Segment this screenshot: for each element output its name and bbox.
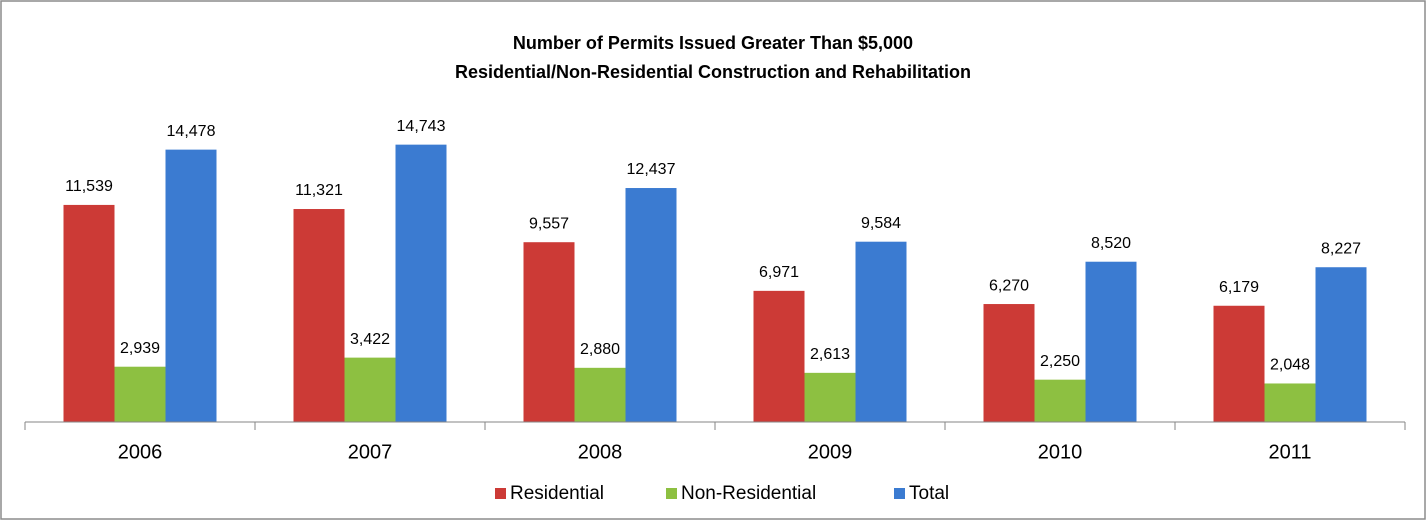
bar (1264, 383, 1316, 422)
bar (1085, 261, 1137, 422)
data-label: 14,478 (167, 123, 216, 140)
data-label: 3,422 (350, 331, 390, 348)
data-label: 2,939 (120, 340, 160, 357)
data-label: 6,971 (759, 264, 799, 281)
data-label: 6,179 (1219, 279, 1259, 296)
x-tick-label: 2010 (1038, 441, 1083, 463)
bar (1213, 305, 1265, 422)
bar (114, 366, 166, 422)
data-label: 2,048 (1270, 357, 1310, 374)
data-label: 2,250 (1040, 353, 1080, 370)
data-label: 6,270 (989, 277, 1029, 294)
x-tick-label: 2009 (808, 441, 853, 463)
data-label: 2,880 (580, 341, 620, 358)
bar (1315, 267, 1367, 422)
data-label: 12,437 (627, 161, 676, 178)
legend-swatch (894, 488, 905, 499)
legend-label: Residential (510, 483, 604, 504)
data-label: 11,321 (295, 182, 343, 199)
bar (63, 204, 115, 422)
data-label: 2,613 (810, 346, 850, 363)
legend-swatch (495, 488, 506, 499)
legend-swatch (666, 488, 677, 499)
x-tick-label: 2008 (578, 441, 623, 463)
bar (983, 304, 1035, 422)
chart-title: Number of Permits Issued Greater Than $5… (513, 33, 913, 53)
x-tick-label: 2007 (348, 441, 393, 463)
legend-label: Non-Residential (681, 483, 816, 504)
bar (1034, 379, 1086, 422)
data-label: 11,539 (65, 178, 113, 195)
x-tick-label: 2011 (1268, 441, 1311, 463)
bar (523, 242, 575, 422)
data-label: 14,743 (397, 118, 446, 135)
legend-label: Total (909, 483, 949, 504)
bar (855, 241, 907, 422)
data-label: 8,520 (1091, 235, 1131, 252)
bar (625, 188, 677, 422)
bar (753, 290, 805, 422)
data-label: 8,227 (1321, 240, 1361, 257)
bar (165, 149, 217, 422)
bar (293, 209, 345, 422)
x-tick-label: 2006 (118, 441, 163, 463)
chart-subtitle: Residential/Non-Residential Construction… (455, 62, 971, 82)
bar (344, 357, 396, 422)
bar (395, 144, 447, 422)
data-label: 9,584 (861, 215, 901, 232)
data-label: 9,557 (529, 215, 569, 232)
bar (804, 372, 856, 422)
bar (574, 367, 626, 422)
